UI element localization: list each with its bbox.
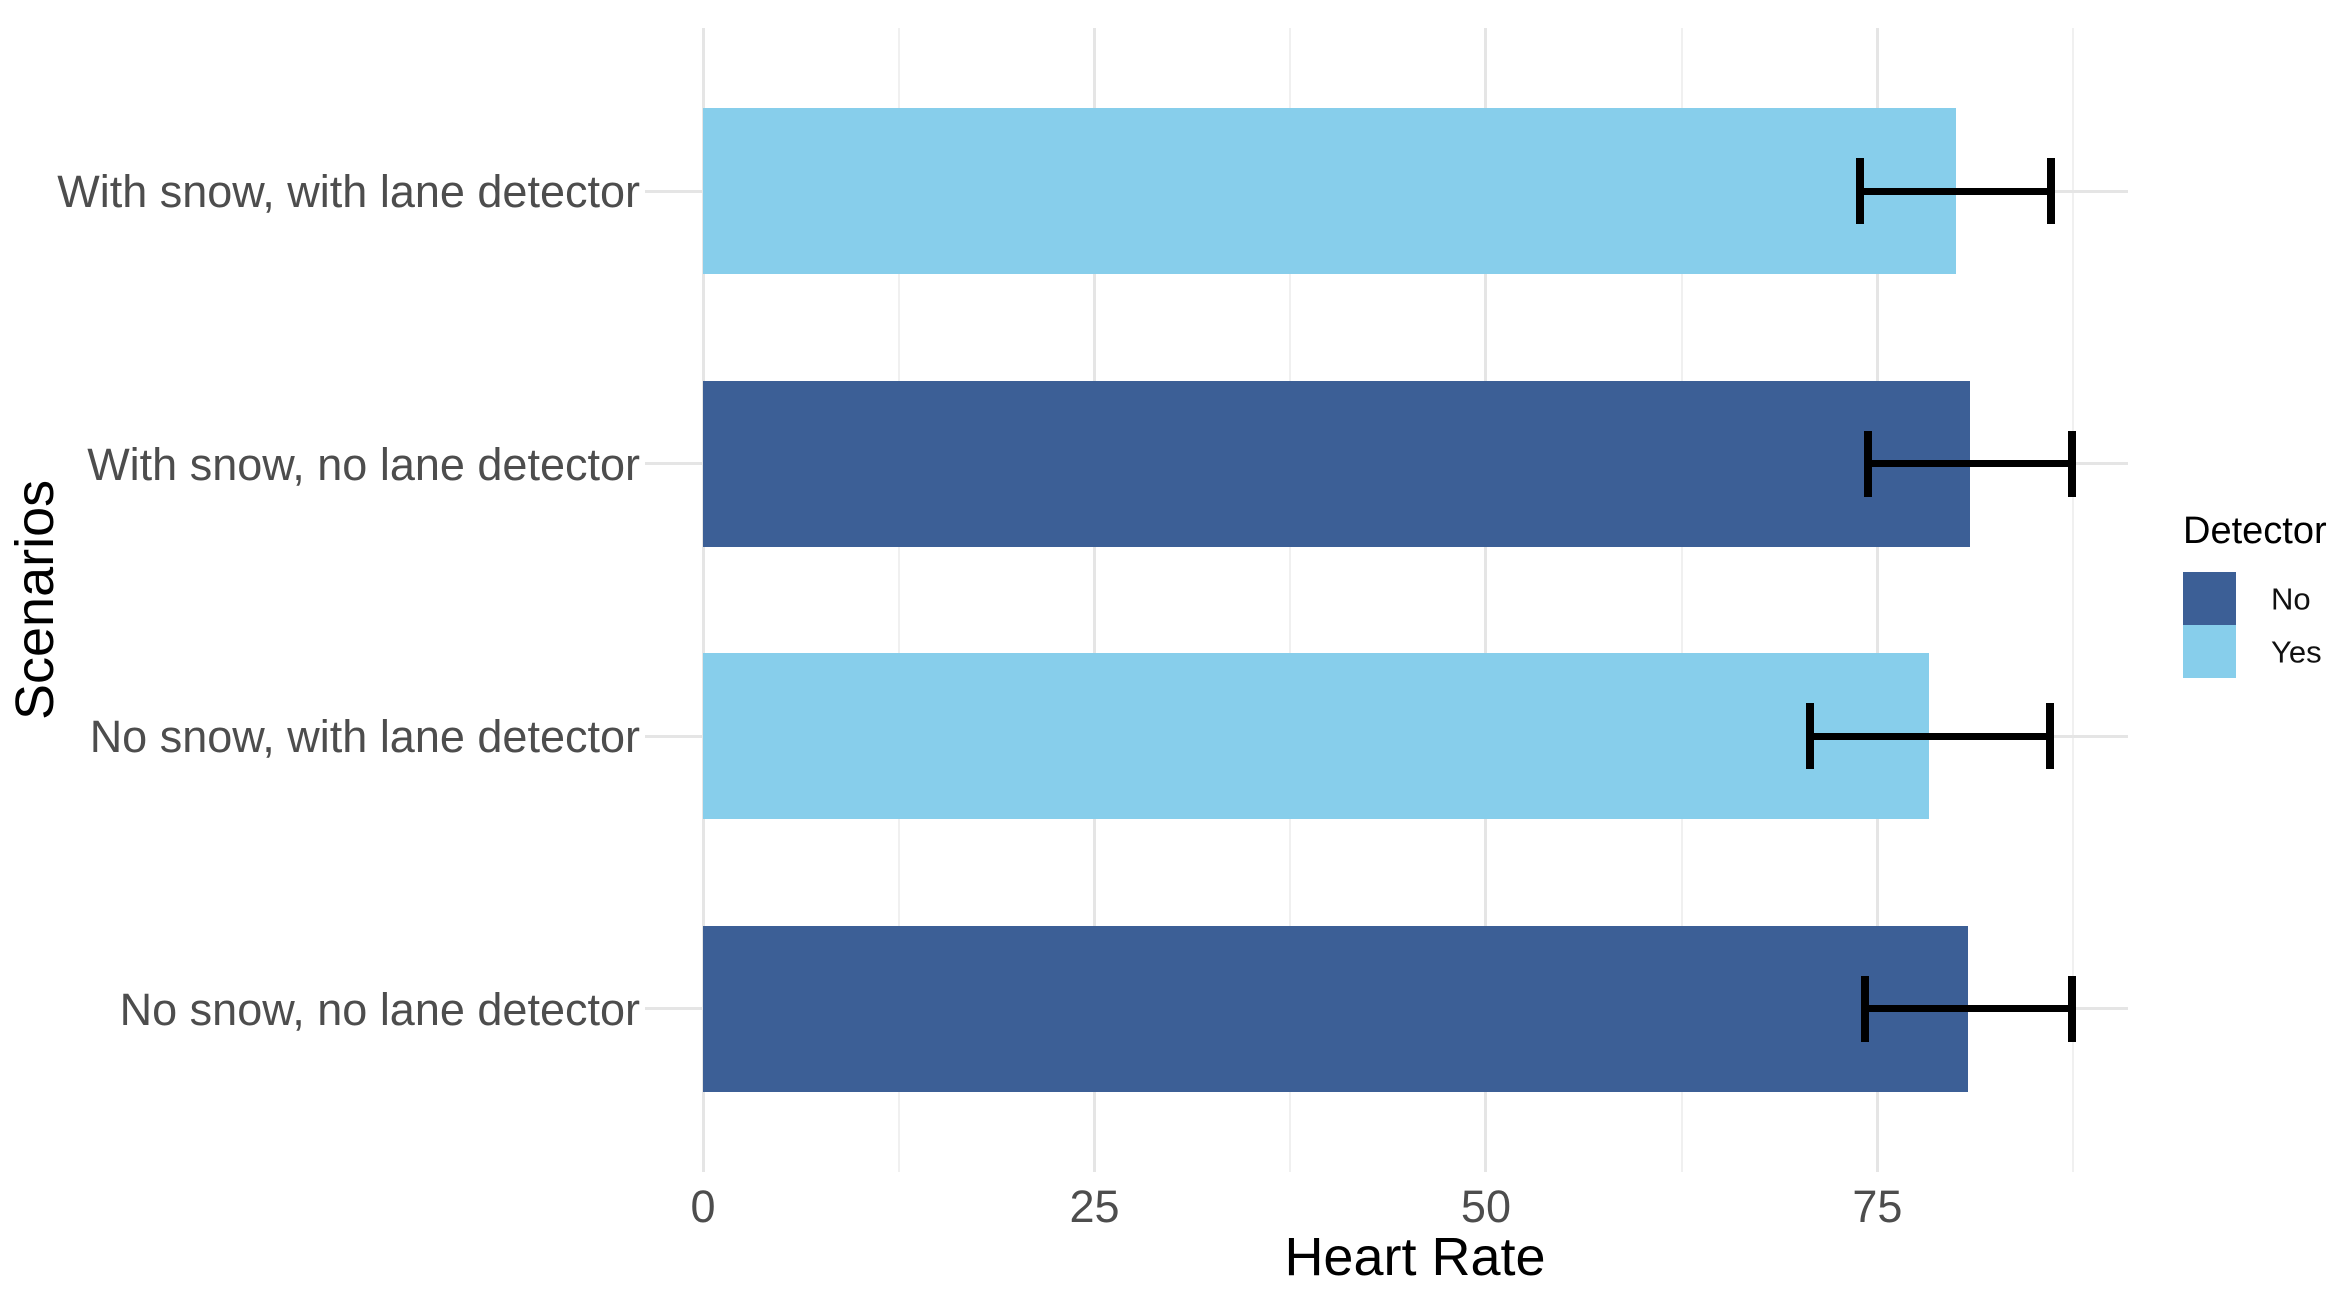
y-tick-label: No snow, no lane detector (119, 983, 640, 1035)
legend-item-label: Yes (2271, 634, 2322, 669)
x-tick-label: 0 (690, 1181, 716, 1232)
y-tick-label: No snow, with lane detector (89, 711, 640, 763)
bar (703, 925, 1969, 1092)
x-tick-label: 75 (1852, 1181, 1903, 1232)
legend-swatch (2183, 572, 2236, 625)
y-tick-label: With snow, no lane detector (87, 438, 640, 490)
error-bar-line (1868, 460, 2072, 468)
x-tick-label: 50 (1460, 1181, 1511, 1232)
y-axis-tick (645, 1007, 703, 1011)
y-axis-tick (645, 189, 703, 193)
x-gridline-minor (2072, 28, 2075, 1172)
y-tick-label: With snow, with lane detector (57, 166, 640, 218)
x-gridline-major (1875, 28, 1879, 1172)
x-gridline-major (1092, 28, 1096, 1172)
error-bar-line (1810, 732, 2050, 740)
error-bar-cap-left (1856, 158, 1865, 225)
error-bar-cap-right (2067, 430, 2076, 497)
error-bar-cap-left (1860, 975, 1869, 1042)
legend: Detector No Yes (2183, 512, 2327, 678)
bar (703, 380, 1970, 547)
legend-item-label: No (2271, 581, 2311, 616)
bar (703, 653, 1930, 820)
legend-item: No (2183, 572, 2327, 625)
error-bar-cap-left (1806, 703, 1815, 770)
error-bar-cap-left (1864, 430, 1873, 497)
legend-swatch (2183, 625, 2236, 678)
x-gridline-major (701, 28, 705, 1172)
error-bar-line (1864, 1005, 2072, 1013)
y-axis-tick (645, 462, 703, 466)
error-bar-cap-right (2047, 158, 2056, 225)
error-bar-cap-right (2067, 975, 2076, 1042)
legend-items: No Yes (2183, 572, 2327, 678)
legend-title: Detector (2183, 510, 2327, 552)
x-gridline-minor (1680, 28, 1683, 1172)
x-tick-label: 25 (1069, 1181, 1120, 1232)
error-bar-line (1860, 187, 2052, 195)
y-axis-tick (645, 734, 703, 738)
x-axis-title: Heart Rate (1284, 1227, 1546, 1287)
x-gridline-minor (1289, 28, 1292, 1172)
bar (703, 108, 1956, 275)
x-gridline-major (1484, 28, 1488, 1172)
legend-item: Yes (2183, 625, 2327, 678)
x-gridline-minor (897, 28, 900, 1172)
error-bar-cap-right (2045, 703, 2054, 770)
plot-panel (701, 28, 2128, 1172)
